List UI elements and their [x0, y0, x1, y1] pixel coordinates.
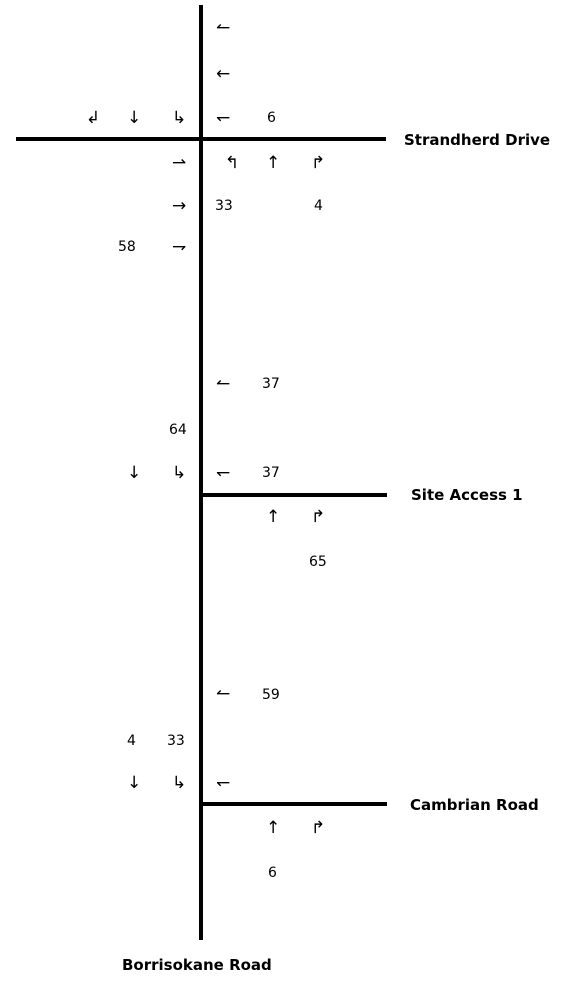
- eb-through-volume: 33: [215, 198, 233, 214]
- int2-wb-upper-arrow-icon: ↼: [216, 374, 231, 394]
- int2-wb-lower-volume: 37: [262, 465, 280, 481]
- int3-nb-right-arrow-icon: ↱: [311, 818, 326, 838]
- nb-through-arrow-icon: ↑: [266, 153, 281, 173]
- road-name-main: Borrisokane Road: [122, 956, 272, 974]
- cross-road-1-line: [16, 137, 386, 141]
- eb-through-arrow-icon: →: [172, 196, 187, 216]
- wb-through-arrow-icon: ←: [216, 64, 231, 84]
- int2-sb-left-turn-arrow-icon: ↳: [172, 463, 187, 483]
- int3-wb-upper-arrow-icon: ↼: [216, 684, 231, 704]
- int2-nb-volume: 65: [309, 554, 327, 570]
- int3-wb-lower-arrow-icon: ↽: [216, 773, 231, 793]
- road-name-cross3: Cambrian Road: [410, 796, 539, 814]
- int3-nb-volume: 6: [268, 865, 277, 881]
- cross-road-2-line: [203, 493, 387, 497]
- wb-left-volume: 6: [267, 110, 276, 126]
- nb-right-volume: 4: [314, 198, 323, 214]
- sb-left-turn-arrow-icon: ↳: [172, 108, 187, 128]
- eb-right-arrow-icon: ⇁: [172, 237, 187, 257]
- road-name-cross1: Strandherd Drive: [404, 131, 551, 149]
- road-name-cross2: Site Access 1: [411, 486, 523, 504]
- int3-wb-upper-volume: 59: [262, 687, 280, 703]
- int3-nb-through-arrow-icon: ↑: [266, 818, 281, 838]
- nb-right-arrow-icon: ↱: [311, 153, 326, 173]
- int2-wb-upper-volume: 37: [262, 376, 280, 392]
- int2-wb-lower-arrow-icon: ↽: [216, 463, 231, 483]
- int2-nb-through-arrow-icon: ↑: [266, 507, 281, 527]
- int3-sb-through-arrow-icon: ↓: [127, 773, 142, 793]
- eb-right-volume: 58: [118, 239, 136, 255]
- int2-sb-through-arrow-icon: ↓: [127, 463, 142, 483]
- wb-left-arrow-icon: ↽: [216, 108, 231, 128]
- int2-sb-volume: 64: [169, 422, 187, 438]
- sb-through-arrow-icon: ↓: [127, 108, 142, 128]
- int3-sb-left-turn-arrow-icon: ↳: [172, 773, 187, 793]
- main-road-line: [199, 5, 203, 940]
- int3-sb-through-volume: 4: [127, 733, 136, 749]
- int2-nb-right-arrow-icon: ↱: [311, 507, 326, 527]
- cross-road-3-line: [203, 802, 387, 806]
- int3-sb-left-volume: 33: [167, 733, 185, 749]
- eb-uturn-arrow-icon: ⇀: [172, 153, 187, 173]
- nb-left-arrow-icon: ↰: [225, 153, 240, 173]
- wb-uturn-arrow-icon: ↼: [216, 18, 231, 38]
- sb-right-turn-arrow-icon: ↲: [86, 108, 101, 128]
